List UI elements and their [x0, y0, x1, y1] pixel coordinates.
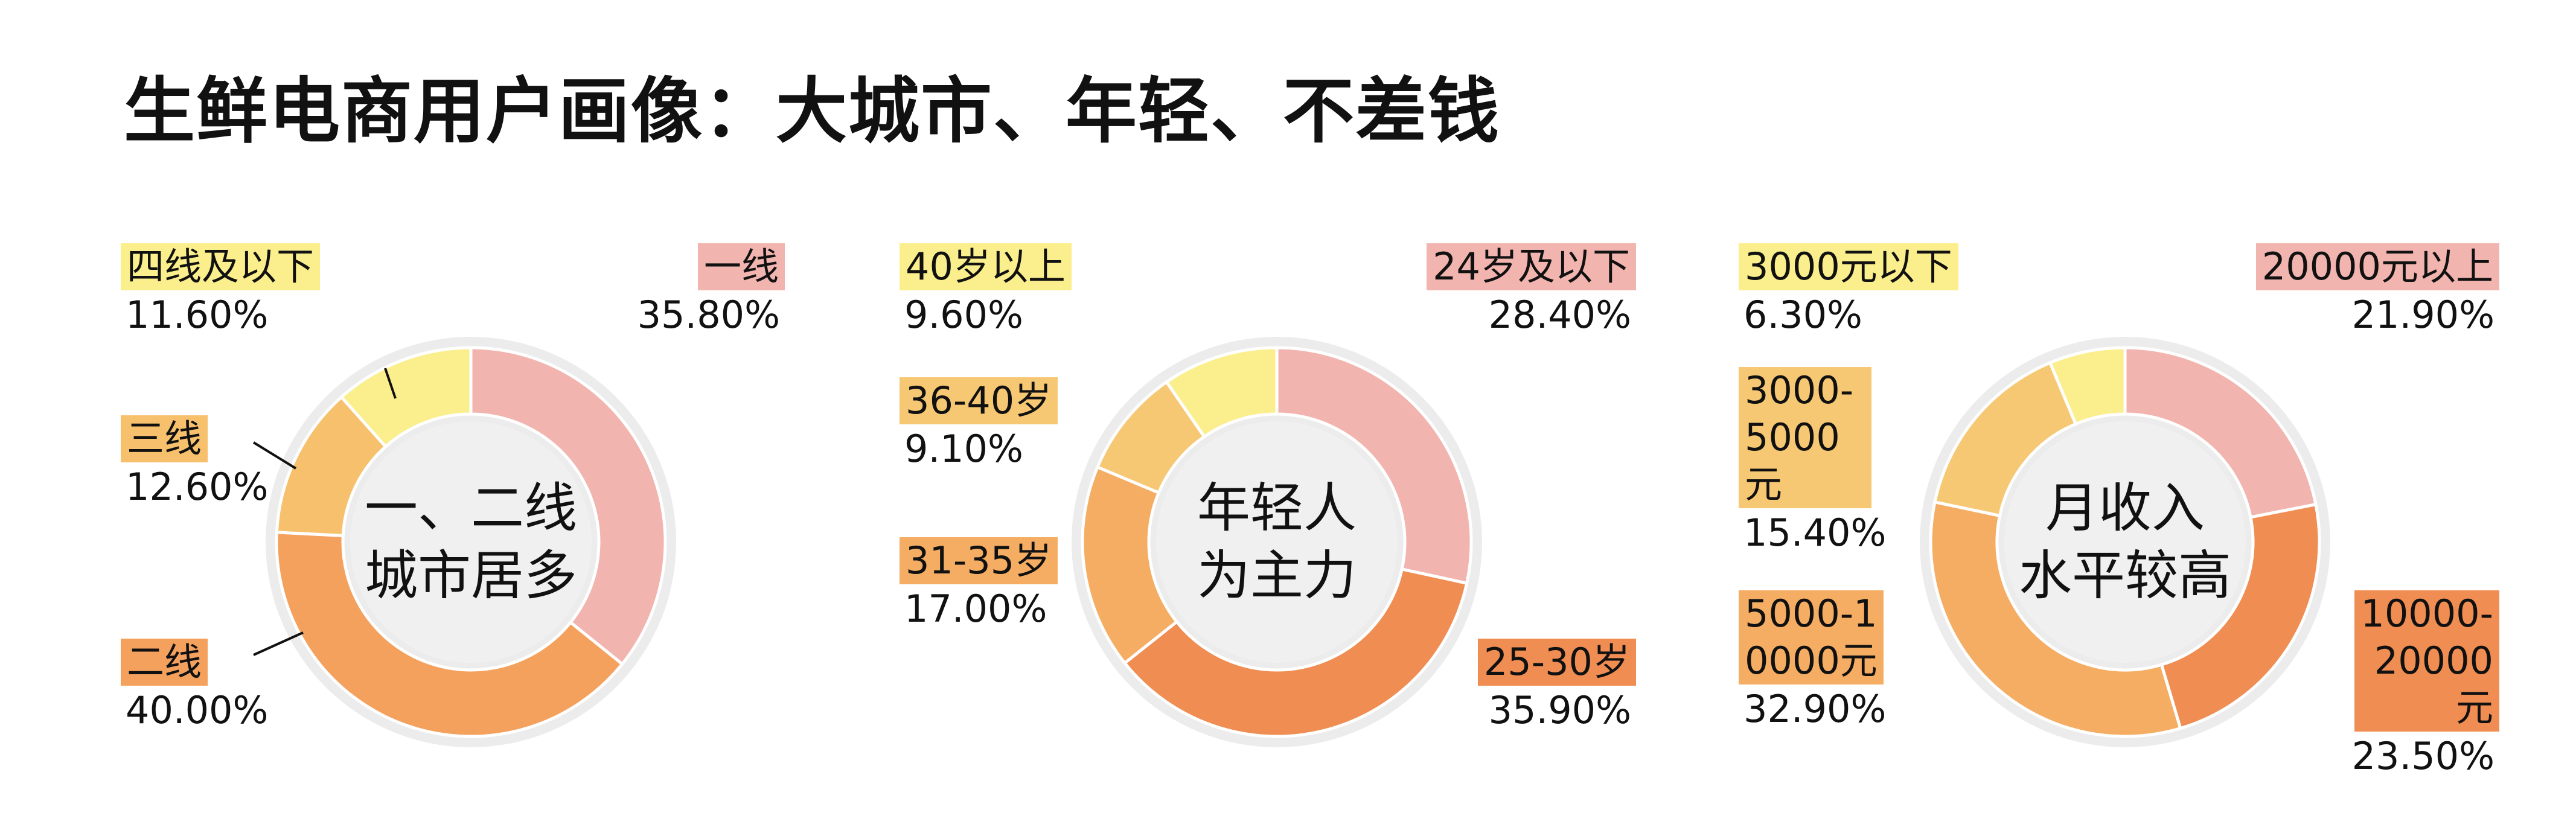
slice-name: 20000元以上: [2261, 244, 2493, 289]
center-text-line: 年轻人: [1197, 477, 1357, 539]
donut-slice: [1275, 346, 1473, 586]
donut-slice: [275, 531, 625, 738]
slice-tag: 20000元以上: [2255, 243, 2499, 290]
slice-tag: 四线及以下: [121, 243, 321, 290]
slice-label-tier1: 一线 35.80%: [633, 243, 785, 339]
slice-tag: 24岁及以下: [1427, 243, 1636, 290]
slice-percent: 9.10%: [904, 427, 1023, 471]
slice-label-10000-20000: 10000-20000元 23.50%: [2347, 590, 2499, 780]
slice-label-3000-5000: 3000-5000元 15.40%: [1739, 367, 1891, 557]
slice-tag: 36-40岁: [900, 377, 1058, 424]
center-text-income: 月收入 水平较高: [2019, 474, 2231, 610]
slice-label-31-35: 31-35岁 17.00%: [900, 537, 1058, 633]
page-title: 生鲜电商用户画像：大城市、年轻、不差钱: [124, 69, 1501, 153]
slice-percent: 17.00%: [904, 587, 1047, 631]
slice-percent: 28.40%: [1488, 293, 1631, 337]
center-text-line: 为主力: [1197, 544, 1357, 607]
slice-tag: 3000-5000元: [1739, 367, 1871, 508]
slice-name: 5000-10000元: [1745, 592, 1878, 683]
slice-tag: 40岁以上: [900, 243, 1072, 290]
slice-name: 10000-20000元: [2360, 592, 2493, 730]
chart-panel-city: 一、二线 城市居多 一线 35.80% 四线及以下 11.60% 三线 12.6…: [0, 0, 857, 836]
slice-percent: 12.60%: [126, 465, 269, 509]
slice-tag: 10000-20000元: [2354, 590, 2499, 732]
slice-label-tier3: 三线 12.60%: [121, 415, 273, 511]
slice-label-5000-10000: 5000-10000元 32.90%: [1739, 590, 1891, 733]
donut-center-disc: [2004, 421, 2246, 663]
donut-slice: [1081, 465, 1179, 666]
center-text-city: 一、二线 城市居多: [365, 474, 577, 610]
center-text-line: 月收入: [2045, 477, 2205, 539]
slice-tag: 25-30岁: [1477, 639, 1636, 686]
slice-percent: 35.90%: [1488, 688, 1631, 732]
donut-center-disc: [350, 421, 592, 663]
slice-percent: 21.90%: [2351, 293, 2495, 337]
slice-label-36-40: 36-40岁 9.10%: [900, 377, 1058, 473]
slice-tag: 5000-10000元: [1739, 590, 1884, 684]
donut-slice: [469, 346, 667, 666]
slice-percent: 9.60%: [904, 293, 1023, 337]
slice-tag: 二线: [121, 639, 208, 686]
slice-percent: 32.90%: [1743, 687, 1887, 731]
slice-percent: 15.40%: [1743, 511, 1887, 555]
slice-percent: 6.30%: [1743, 293, 1862, 337]
slice-name: 三线: [127, 416, 202, 461]
donut-chart-city: [252, 337, 676, 747]
donut-slice: [1122, 567, 1469, 738]
chart-panel-age: 年轻人 为主力 24岁及以下 28.40% 25-30岁 35.90% 40岁以…: [857, 0, 1715, 836]
slice-label-tier2: 二线 40.00%: [121, 639, 273, 734]
donut-slice: [2123, 346, 2318, 519]
slice-label-24-under: 24岁及以下 28.40%: [1427, 243, 1636, 339]
slice-percent: 40.00%: [126, 688, 269, 732]
leader-line: [253, 631, 304, 656]
donut-center-disc: [1156, 421, 1398, 663]
slice-name: 3000-5000元: [1745, 368, 1854, 506]
slice-percent: 11.60%: [126, 293, 269, 337]
donut-slice: [2159, 502, 2321, 730]
slice-name: 25-30岁: [1483, 640, 1630, 684]
leader-line: [384, 368, 397, 399]
slice-name: 3000元以下: [1745, 244, 1952, 289]
donut-slice: [339, 346, 473, 449]
slice-label-25-30: 25-30岁 35.90%: [1477, 639, 1636, 734]
slice-tag: 三线: [121, 415, 208, 462]
leader-line: [252, 441, 297, 470]
slice-name: 二线: [127, 640, 202, 684]
slice-name: 40岁以上: [906, 244, 1066, 289]
slice-label-tier4: 四线及以下 11.60%: [121, 243, 321, 339]
donut-slice: [1929, 500, 2182, 738]
slice-name: 36-40岁: [906, 378, 1052, 423]
donut-chart-age: [1072, 337, 1482, 747]
slice-label-20000-over: 20000元以上 21.90%: [2255, 243, 2499, 339]
slice-name: 四线及以下: [127, 244, 315, 289]
slice-tag: 一线: [697, 243, 785, 290]
slice-tag: 31-35岁: [900, 537, 1058, 584]
donut-slice: [2048, 346, 2127, 426]
slice-tag: 3000元以下: [1739, 243, 1958, 290]
donut-slice: [1164, 346, 1279, 439]
slice-name: 31-35岁: [906, 538, 1052, 582]
center-text-line: 城市居多: [364, 544, 578, 607]
center-text-age: 年轻人 为主力: [1197, 474, 1357, 610]
slice-percent: 23.50%: [2351, 734, 2495, 778]
chart-panel-income: 月收入 水平较高 20000元以上 21.90% 10000-20000元 23…: [1715, 0, 2572, 836]
slice-label-3000-under: 3000元以下 6.30%: [1739, 243, 1958, 339]
center-text-line: 水平较高: [2018, 544, 2232, 607]
center-text-line: 一、二线: [364, 477, 578, 539]
slice-name: 一线: [703, 244, 779, 289]
slice-percent: 35.80%: [637, 293, 780, 337]
slice-name: 24岁及以下: [1433, 244, 1630, 289]
slice-label-40-over: 40岁以上 9.60%: [900, 243, 1072, 339]
donut-chart-income: [1920, 337, 2330, 747]
